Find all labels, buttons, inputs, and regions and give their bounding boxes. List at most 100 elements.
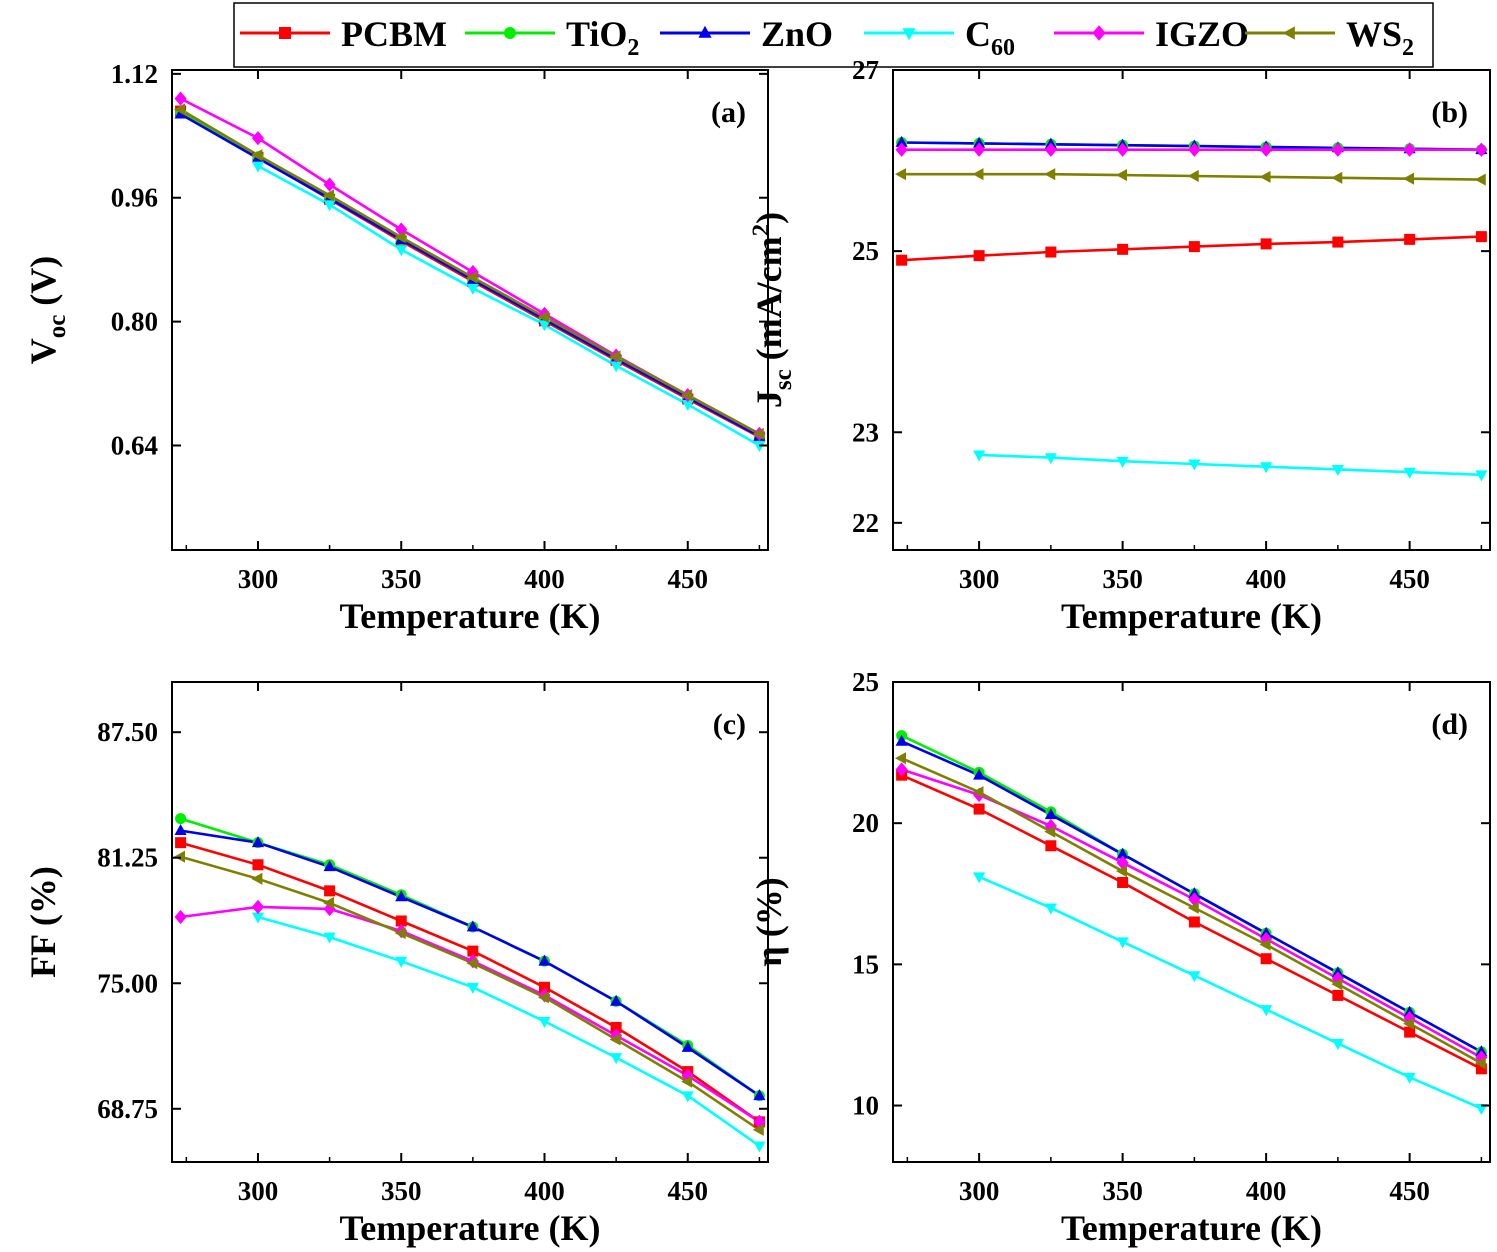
panel-c-ff-chart: 300 350 400 450 68.75 75.00 81.25 87.50 (c) Tempe… — [23, 681, 769, 1248]
data-point-ws2 — [681, 389, 693, 402]
data-point-igzo — [1116, 142, 1129, 157]
y-tick-label: 81.25 — [97, 843, 158, 873]
data-point-igzo — [174, 91, 187, 106]
data-point-igzo — [1260, 142, 1273, 157]
x-tick-label: 450 — [668, 564, 709, 594]
data-point-c60 — [1116, 937, 1129, 949]
data-point-ws2 — [466, 957, 478, 970]
data-point-ws2 — [609, 1033, 621, 1046]
data-point-ws2 — [1474, 173, 1486, 186]
data-point-igzo — [1044, 142, 1057, 157]
series-line-pcbm — [180, 841, 761, 1123]
series-line-tio2 — [180, 817, 761, 1097]
data-point-pcbm — [175, 837, 187, 849]
data-point-pcbm — [1117, 243, 1129, 255]
series-line-igzo — [180, 97, 761, 436]
series-line-c60 — [257, 915, 761, 1147]
legend-marker-tio2 — [504, 27, 516, 39]
data-point-c60 — [1044, 903, 1057, 915]
legend-marker-c60 — [902, 28, 916, 41]
data-point-igzo — [174, 909, 187, 925]
data-point-c60 — [973, 450, 986, 462]
data-point-ws2 — [1116, 169, 1128, 182]
data-point-pcbm — [896, 254, 908, 266]
data-point-ws2 — [1187, 901, 1199, 914]
data-point-ws2 — [1403, 1017, 1415, 1030]
data-point-igzo — [1331, 142, 1344, 157]
x-tick-label: 300 — [959, 1176, 1000, 1206]
x-tick-label: 300 — [959, 564, 1000, 594]
data-point-igzo — [1475, 142, 1488, 157]
data-point-tio2 — [175, 813, 187, 825]
x-tick-label: 300 — [238, 564, 279, 594]
data-point-zno — [610, 994, 623, 1006]
data-point-ws2 — [394, 926, 406, 940]
data-point-igzo — [1403, 142, 1416, 157]
series-line-igzo — [180, 905, 761, 1123]
data-point-ws2 — [466, 271, 478, 284]
y-tick-label: 0.96 — [111, 183, 158, 213]
x-tick-label: 350 — [381, 564, 422, 594]
data-point-pcbm — [610, 1021, 622, 1033]
y-tick-label: 75.00 — [97, 968, 158, 998]
data-point-pcbm — [252, 859, 264, 871]
y-axis-title: η (%) — [749, 877, 789, 966]
y-tick-label: 0.80 — [111, 307, 158, 337]
y-tick-label: 20 — [852, 808, 879, 838]
panel-label-b: (b) — [1431, 96, 1468, 129]
data-point-igzo — [251, 130, 265, 146]
data-point-ws2 — [173, 850, 185, 863]
data-point-ws2 — [322, 896, 334, 909]
x-tick-label: 350 — [1102, 1176, 1143, 1206]
x-tick-label: 450 — [668, 1176, 709, 1206]
data-point-c60 — [753, 1141, 766, 1153]
data-point-igzo — [895, 142, 908, 157]
data-point-igzo — [973, 142, 986, 157]
legend-label-tio2: TiO2 — [566, 14, 639, 61]
y-tick-label: 25 — [852, 667, 879, 697]
data-point-zno — [973, 768, 986, 780]
data-point-ws2 — [1044, 168, 1056, 181]
data-point-ws2 — [537, 991, 549, 1004]
panel-d-efficiency-chart: 300 350 400 450 10 15 20 25 (d) Temperature (K) η … — [749, 667, 1491, 1248]
panel-a-voc-chart: 300 350 400 450 0.64 0.80 0.96 1.12 (a) Temperatu… — [23, 59, 769, 636]
data-point-c60 — [395, 956, 408, 968]
y-axis-title: Jsc (mA/cm2) — [748, 212, 797, 408]
data-point-zno — [174, 824, 187, 836]
data-point-pcbm — [1117, 876, 1129, 888]
data-point-pcbm — [1260, 238, 1272, 250]
y-tick-label: 23 — [852, 417, 879, 447]
data-point-c60 — [1188, 459, 1201, 471]
data-point-pcbm — [1475, 231, 1487, 243]
data-point-c60 — [681, 400, 694, 412]
data-point-igzo — [610, 1028, 623, 1043]
data-point-ws2 — [1331, 978, 1343, 991]
data-point-ws2 — [681, 1075, 693, 1088]
data-point-ws2 — [1403, 172, 1415, 185]
data-point-ws2 — [1116, 865, 1128, 878]
data-point-ws2 — [752, 427, 764, 440]
y-tick-label: 87.50 — [97, 717, 158, 747]
data-point-ws2 — [895, 168, 907, 181]
x-tick-label: 400 — [524, 1176, 565, 1206]
plot-frame — [171, 69, 769, 551]
data-point-c60 — [323, 932, 336, 944]
plot-frame — [892, 69, 1491, 551]
data-point-c60 — [395, 245, 408, 257]
legend-label-pcbm: PCBM — [341, 14, 447, 54]
data-point-zno — [466, 920, 479, 932]
data-point-igzo — [1475, 1050, 1488, 1065]
data-point-ws2 — [1331, 171, 1343, 184]
x-axis-title: Temperature (K) — [1061, 1208, 1322, 1248]
x-tick-label: 400 — [1246, 564, 1287, 594]
data-point-zno — [895, 734, 908, 746]
series-line-c60 — [979, 453, 1482, 477]
series-line-ws2 — [901, 757, 1483, 1065]
data-point-zno — [538, 954, 551, 966]
data-point-c60 — [538, 320, 551, 332]
data-point-ws2 — [1474, 1057, 1486, 1070]
legend-marker-ws2 — [1282, 26, 1295, 40]
data-point-pcbm — [1045, 840, 1057, 852]
data-point-c60 — [973, 872, 986, 884]
y-axis-title: Voc (V) — [23, 256, 71, 365]
